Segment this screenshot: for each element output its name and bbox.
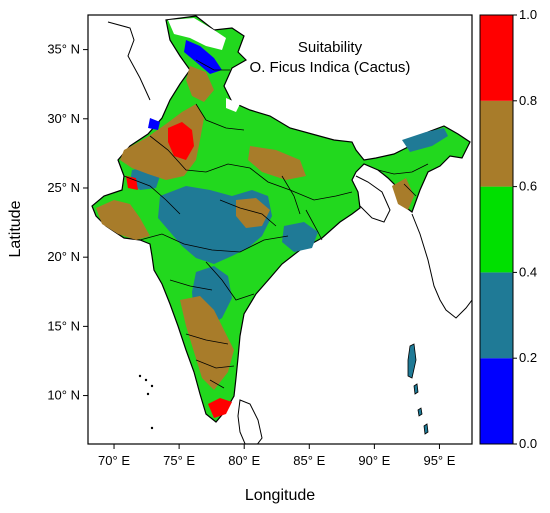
high-suitability-gujarat: [96, 200, 150, 240]
lakshadweep-islands: [138, 374, 154, 430]
plot-frame: [87, 14, 473, 445]
map-title-line1: Suitability: [298, 39, 363, 56]
high-suitability-ne: [392, 178, 414, 210]
sri-lanka-outline: [237, 399, 263, 444]
no-data-highlands: [168, 18, 226, 50]
y-tick-label: 15° N: [47, 318, 80, 333]
colorbar-bin: [480, 358, 513, 444]
y-axis-title: Latitude: [7, 200, 24, 257]
colorbar-bin: [480, 186, 513, 273]
x-axis-title: Longitude: [245, 487, 315, 504]
x-tick-label: 75° E: [163, 453, 195, 468]
high-suitability-kashmir: [186, 66, 214, 102]
x-tick-label: 80° E: [228, 453, 260, 468]
very-low-suitability-himalaya: [184, 40, 222, 74]
y-tick-label: 25° N: [47, 180, 80, 195]
x-tick-label: 85° E: [293, 453, 325, 468]
y-tick-label: 10° N: [47, 388, 80, 403]
y-axis-ticks: 10° N 15° N 20° N 25° N 30° N 35° N: [47, 42, 88, 403]
high-suitability-gangetic: [248, 146, 306, 180]
very-high-suitability-gujarat: [126, 176, 138, 190]
high-suitability-east: [236, 198, 270, 228]
very-high-suitability-south-tip: [208, 398, 232, 418]
colorbar-tick-label: 1.0: [519, 7, 537, 22]
colorbar-tick-label: 0.8: [519, 93, 537, 108]
colorbar: 0.0 0.2 0.4 0.6 0.8 1.0: [479, 7, 537, 451]
very-high-suitability-punjab: [168, 122, 194, 160]
x-tick-label: 95° E: [423, 453, 455, 468]
colorbar-frame: [479, 14, 514, 445]
y-tick-label: 30° N: [47, 111, 80, 126]
high-suitability-deccan: [180, 296, 234, 390]
india-suitability-map: [91, 15, 472, 444]
bangladesh-border: [355, 175, 391, 223]
colorbar-tick-label: 0.6: [519, 179, 537, 194]
myanmar-coast: [411, 213, 472, 319]
colorbar-bin: [480, 15, 513, 101]
x-tick-label: 90° E: [358, 453, 390, 468]
andaman-nicobar-islands: [407, 343, 429, 435]
colorbar-tick-label: 0.4: [519, 264, 537, 279]
state-boundaries: [123, 59, 429, 389]
y-tick-label: 35° N: [47, 42, 80, 57]
x-axis-ticks: 70° E 75° E 80° E 85° E 90° E 95° E: [98, 444, 456, 468]
colorbar-bin: [480, 272, 513, 359]
x-tick-label: 70° E: [98, 453, 130, 468]
map-title-line2: O. Ficus Indica (Cactus): [250, 59, 411, 76]
low-suitability-northeast: [402, 128, 448, 152]
colorbar-bin: [480, 100, 513, 187]
no-data-highlands-2: [226, 98, 240, 112]
colorbar-tick-label: 0.2: [519, 350, 537, 365]
very-low-suitability-himalaya-2: [148, 118, 160, 130]
low-suitability-east: [282, 222, 318, 252]
y-tick-label: 20° N: [47, 249, 80, 264]
neighbour-border: [107, 21, 151, 101]
colorbar-tick-label: 0.0: [519, 436, 537, 451]
